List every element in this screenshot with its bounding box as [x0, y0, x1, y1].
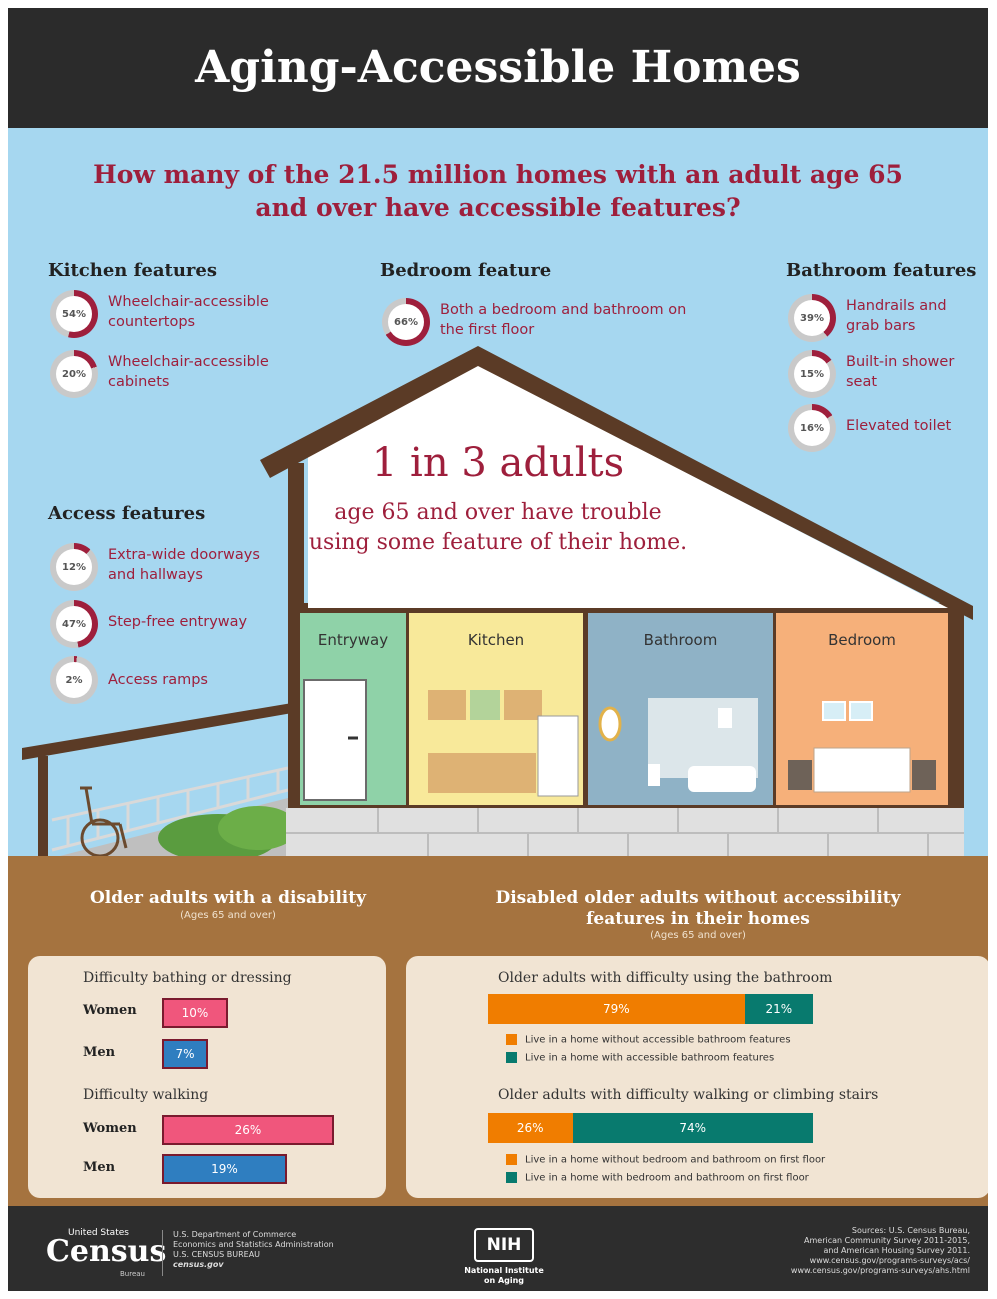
feature-item: 39% Handrails and grab bars [788, 294, 978, 344]
house-subline: age 65 and over have trouble using some … [308, 500, 688, 555]
census-logo: Census [46, 1234, 167, 1269]
feature-item: 20% Wheelchair-accessible cabinets [50, 350, 310, 400]
percent-donut: 47% [50, 600, 98, 648]
disability-subtitle: (Ages 65 and over) [180, 910, 276, 921]
door-icon [303, 679, 367, 801]
feature-label: Wheelchair-accessible countertops [108, 294, 269, 330]
legend-swatch [506, 1154, 517, 1165]
feature-item: 15% Built-in shower seat [788, 350, 978, 400]
nih-logo: NIH [474, 1228, 534, 1262]
house-illustration [22, 346, 973, 862]
nih-text: National Institute on Aging [464, 1266, 544, 1285]
porch-roof [22, 702, 298, 760]
kitchen-cabinets [428, 753, 536, 793]
room-bedroom: Bedroom [776, 613, 948, 653]
group-label: Older adults with difficulty using the b… [498, 970, 833, 986]
room-kitchen: Kitchen [409, 613, 583, 653]
stacked-bar-bathroom: 79% 21% [488, 994, 813, 1024]
percent-donut: 16% [788, 404, 836, 452]
segment-without: 79% [488, 994, 745, 1024]
group-label: Older adults with difficulty walking or … [498, 1087, 879, 1103]
bathtub-icon [688, 766, 756, 792]
feature-label: Handrails and grab bars [846, 298, 947, 334]
mirror-icon [598, 706, 622, 742]
gender-label: Women [83, 1121, 137, 1136]
feature-item: 2% Access ramps [50, 656, 290, 706]
page-title: Aging-Accessible Homes [195, 42, 801, 93]
legend-item: Live in a home with bedroom and bathroom… [506, 1172, 809, 1184]
disability-panel: Difficulty bathing or dressing Women 10%… [28, 956, 386, 1198]
percent-donut: 66% [382, 298, 430, 346]
room-label: Kitchen [467, 631, 525, 649]
main-question: How many of the 21.5 million homes with … [93, 160, 903, 222]
legend-item: Live in a home with accessible bathroom … [506, 1052, 774, 1064]
feature-label: Wheelchair-accessible cabinets [108, 354, 269, 390]
feature-item: 54% Wheelchair-accessible countertops [50, 290, 310, 340]
feature-item: 16% Elevated toilet [788, 404, 978, 454]
sources-text: Sources: U.S. Census Bureau, American Co… [790, 1226, 970, 1275]
legend-item: Live in a home without bedroom and bathr… [506, 1154, 825, 1166]
gender-label: Men [83, 1160, 116, 1175]
legend-swatch [506, 1052, 517, 1063]
gender-label: Men [83, 1045, 116, 1060]
feature-item: 12% Extra-wide doorways and hallways [50, 543, 290, 593]
house-headline: 1 in 3 adults [371, 440, 625, 486]
access-heading: Access features [48, 503, 206, 524]
title-bar [8, 8, 988, 128]
legend-swatch [506, 1172, 517, 1183]
without-panel: Older adults with difficulty using the b… [406, 956, 988, 1198]
percent-donut: 15% [788, 350, 836, 398]
room-entryway: Entryway [300, 613, 406, 653]
bathroom-heading: Bathroom features [786, 260, 977, 281]
toilet-icon [648, 764, 660, 786]
percent-donut: 12% [50, 543, 98, 591]
stacked-bar-walking: 26% 74% [488, 1113, 813, 1143]
census-bureau: Bureau [120, 1270, 145, 1278]
disability-title: Older adults with a disability [90, 888, 366, 908]
feature-label: Step-free entryway [108, 614, 248, 630]
infographic: Aging-Accessible Homes How many of the 2… [8, 8, 988, 1291]
room-label: Bedroom [828, 631, 896, 649]
bar-women-bathing: 10% [162, 998, 228, 1028]
feature-label: Access ramps [108, 672, 208, 688]
room-bathroom: Bathroom [588, 613, 773, 653]
footer [8, 1206, 988, 1291]
bar-men-walking: 19% [162, 1154, 287, 1184]
feature-label: Elevated toilet [846, 418, 952, 434]
percent-donut: 20% [50, 350, 98, 398]
bar-men-bathing: 7% [162, 1039, 208, 1069]
group-label: Difficulty walking [83, 1087, 209, 1103]
fridge-icon [537, 715, 579, 797]
bedroom-heading: Bedroom feature [380, 260, 552, 281]
percent-donut: 2% [50, 656, 98, 704]
without-title: Disabled older adults without accessibil… [495, 888, 901, 929]
feature-item: 66% Both a bedroom and bathroom on the f… [382, 298, 702, 348]
footer-divider [162, 1230, 163, 1276]
bed-icon [813, 747, 911, 793]
feature-item: 47% Step-free entryway [50, 600, 290, 650]
porch-post [38, 756, 48, 860]
attic [308, 365, 948, 608]
without-subtitle: (Ages 65 and over) [650, 930, 746, 941]
dept-text: U.S. Department of Commerce Economics an… [173, 1230, 334, 1269]
percent-donut: 39% [788, 294, 836, 342]
room-label: Entryway [317, 631, 389, 649]
gender-label: Women [83, 1003, 137, 1018]
feature-label: Extra-wide doorways and hallways [108, 547, 260, 583]
legend-item: Live in a home without accessible bathro… [506, 1034, 791, 1046]
bush [218, 806, 298, 850]
segment-with: 21% [744, 994, 813, 1024]
segment-without: 26% [488, 1113, 573, 1143]
legend-swatch [506, 1034, 517, 1045]
bar-women-walking: 26% [162, 1115, 334, 1145]
room-label: Bathroom [643, 631, 718, 649]
group-label: Difficulty bathing or dressing [83, 970, 292, 986]
kitchen-heading: Kitchen features [48, 260, 217, 281]
segment-with: 74% [572, 1113, 813, 1143]
census-top: United States [68, 1228, 129, 1238]
wall-right [950, 608, 964, 813]
feature-label: Both a bedroom and bathroom on the first… [440, 302, 687, 338]
percent-donut: 54% [50, 290, 98, 338]
feature-label: Built-in shower seat [846, 354, 955, 390]
